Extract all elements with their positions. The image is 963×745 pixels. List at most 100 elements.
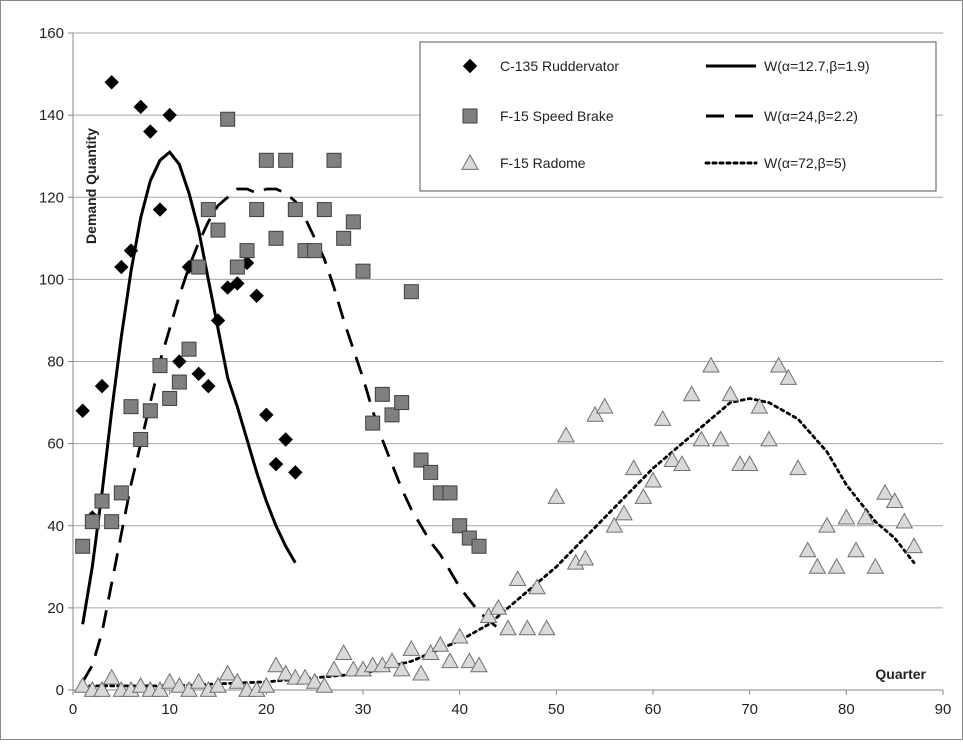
- data-point-triangle: [866, 557, 885, 574]
- data-point-triangle: [305, 672, 324, 689]
- y-tick-label: 60: [47, 436, 64, 453]
- data-point-square: [413, 452, 429, 468]
- curve-line: [81, 397, 916, 688]
- data-point-square: [113, 485, 129, 501]
- data-point-triangle: [441, 652, 459, 669]
- data-point-triangle: [692, 430, 711, 447]
- data-point-triangle: [711, 430, 730, 447]
- x-tick-label: 60: [645, 701, 662, 718]
- data-point-square: [287, 202, 303, 218]
- data-point-square: [94, 493, 110, 509]
- data-point-triangle: [392, 660, 411, 677]
- data-point-triangle: [885, 492, 904, 509]
- data-point-triangle: [682, 385, 701, 402]
- data-point-diamond: [133, 99, 148, 115]
- x-tick-label: 10: [161, 701, 178, 718]
- data-point-triangle: [895, 512, 914, 529]
- data-point-triangle: [595, 397, 614, 414]
- x-tick-label: 0: [69, 701, 77, 718]
- data-point-triangle: [315, 676, 334, 693]
- data-point-diamond: [114, 259, 129, 275]
- data-point-triangle: [856, 508, 875, 525]
- series-dashed-curve: [81, 187, 500, 683]
- data-point-diamond: [278, 432, 293, 447]
- data-point-triangle: [760, 430, 778, 447]
- data-point-square: [394, 395, 410, 411]
- data-point-triangle: [818, 516, 836, 533]
- data-point-triangle: [547, 487, 566, 504]
- x-tick-label: 40: [451, 701, 468, 718]
- data-point-triangle: [663, 451, 682, 467]
- y-tick-label: 80: [47, 354, 64, 371]
- data-point-diamond: [104, 75, 119, 90]
- data-point-diamond: [230, 276, 245, 291]
- curve-line: [81, 149, 297, 625]
- data-point-square: [258, 152, 274, 168]
- data-point-square: [316, 202, 332, 218]
- data-point-diamond: [94, 378, 110, 394]
- data-point-triangle: [653, 409, 672, 426]
- data-point-triangle: [102, 668, 121, 685]
- data-point-triangle: [586, 405, 604, 422]
- data-point-diamond: [210, 313, 226, 328]
- data-point-triangle: [605, 516, 624, 533]
- y-tick-label: 100: [39, 271, 64, 288]
- data-point-diamond: [201, 378, 216, 394]
- data-point-square: [162, 390, 178, 406]
- data-point-diamond: [162, 107, 177, 123]
- data-point-triangle: [673, 455, 691, 472]
- legend-label: W(α=24,β=2.2): [764, 108, 858, 124]
- plot-area: [73, 75, 923, 697]
- data-point-square: [374, 386, 390, 402]
- data-point-triangle: [412, 664, 430, 681]
- data-point-triangle: [450, 627, 469, 644]
- data-point-diamond: [288, 465, 303, 480]
- data-point-square: [75, 538, 91, 554]
- data-point-triangle: [228, 672, 247, 689]
- data-point-triangle: [789, 459, 807, 476]
- data-point-square: [133, 432, 149, 448]
- data-point-triangle: [740, 455, 759, 472]
- data-point-triangle: [489, 598, 508, 615]
- legend-marker-diamond: [462, 58, 478, 74]
- data-point-square: [326, 152, 342, 168]
- data-point-square: [152, 358, 168, 374]
- legend-label: F-15 Speed Brake: [500, 108, 614, 124]
- data-point-diamond: [143, 124, 158, 139]
- data-point-square: [239, 243, 255, 259]
- data-point-diamond: [268, 456, 284, 472]
- data-point-triangle: [209, 676, 227, 693]
- data-point-triangle: [73, 676, 92, 693]
- y-tick-label: 120: [39, 189, 64, 206]
- data-point-square: [442, 485, 458, 501]
- legend-label: W(α=12.7,β=1.9): [764, 58, 870, 74]
- data-point-diamond: [191, 366, 206, 382]
- data-point-triangle: [769, 356, 788, 373]
- data-point-triangle: [189, 672, 208, 689]
- data-point-triangle: [325, 660, 343, 677]
- y-axis-title: Demand Quantity: [83, 128, 99, 244]
- data-point-square: [229, 259, 245, 275]
- data-point-triangle: [634, 487, 653, 504]
- data-point-square: [336, 230, 352, 246]
- data-point-square: [104, 514, 120, 530]
- data-point-triangle: [160, 672, 179, 689]
- data-point-triangle: [798, 541, 817, 558]
- data-point-triangle: [151, 680, 169, 697]
- data-point-square: [123, 399, 139, 415]
- data-point-triangle: [557, 426, 575, 443]
- x-tick-label: 30: [355, 701, 372, 718]
- data-point-square: [384, 407, 400, 423]
- data-point-square: [84, 514, 100, 530]
- data-point-triangle: [499, 619, 517, 636]
- data-point-triangle: [905, 537, 923, 554]
- data-point-square: [220, 111, 236, 127]
- data-point-triangle: [93, 680, 111, 697]
- series-dotted-curve: [81, 397, 916, 688]
- data-point-triangle: [383, 652, 401, 669]
- data-point-diamond: [220, 280, 235, 295]
- data-point-triangle: [218, 664, 237, 681]
- y-tick-label: 160: [39, 25, 64, 42]
- x-tick-label: 20: [258, 701, 275, 718]
